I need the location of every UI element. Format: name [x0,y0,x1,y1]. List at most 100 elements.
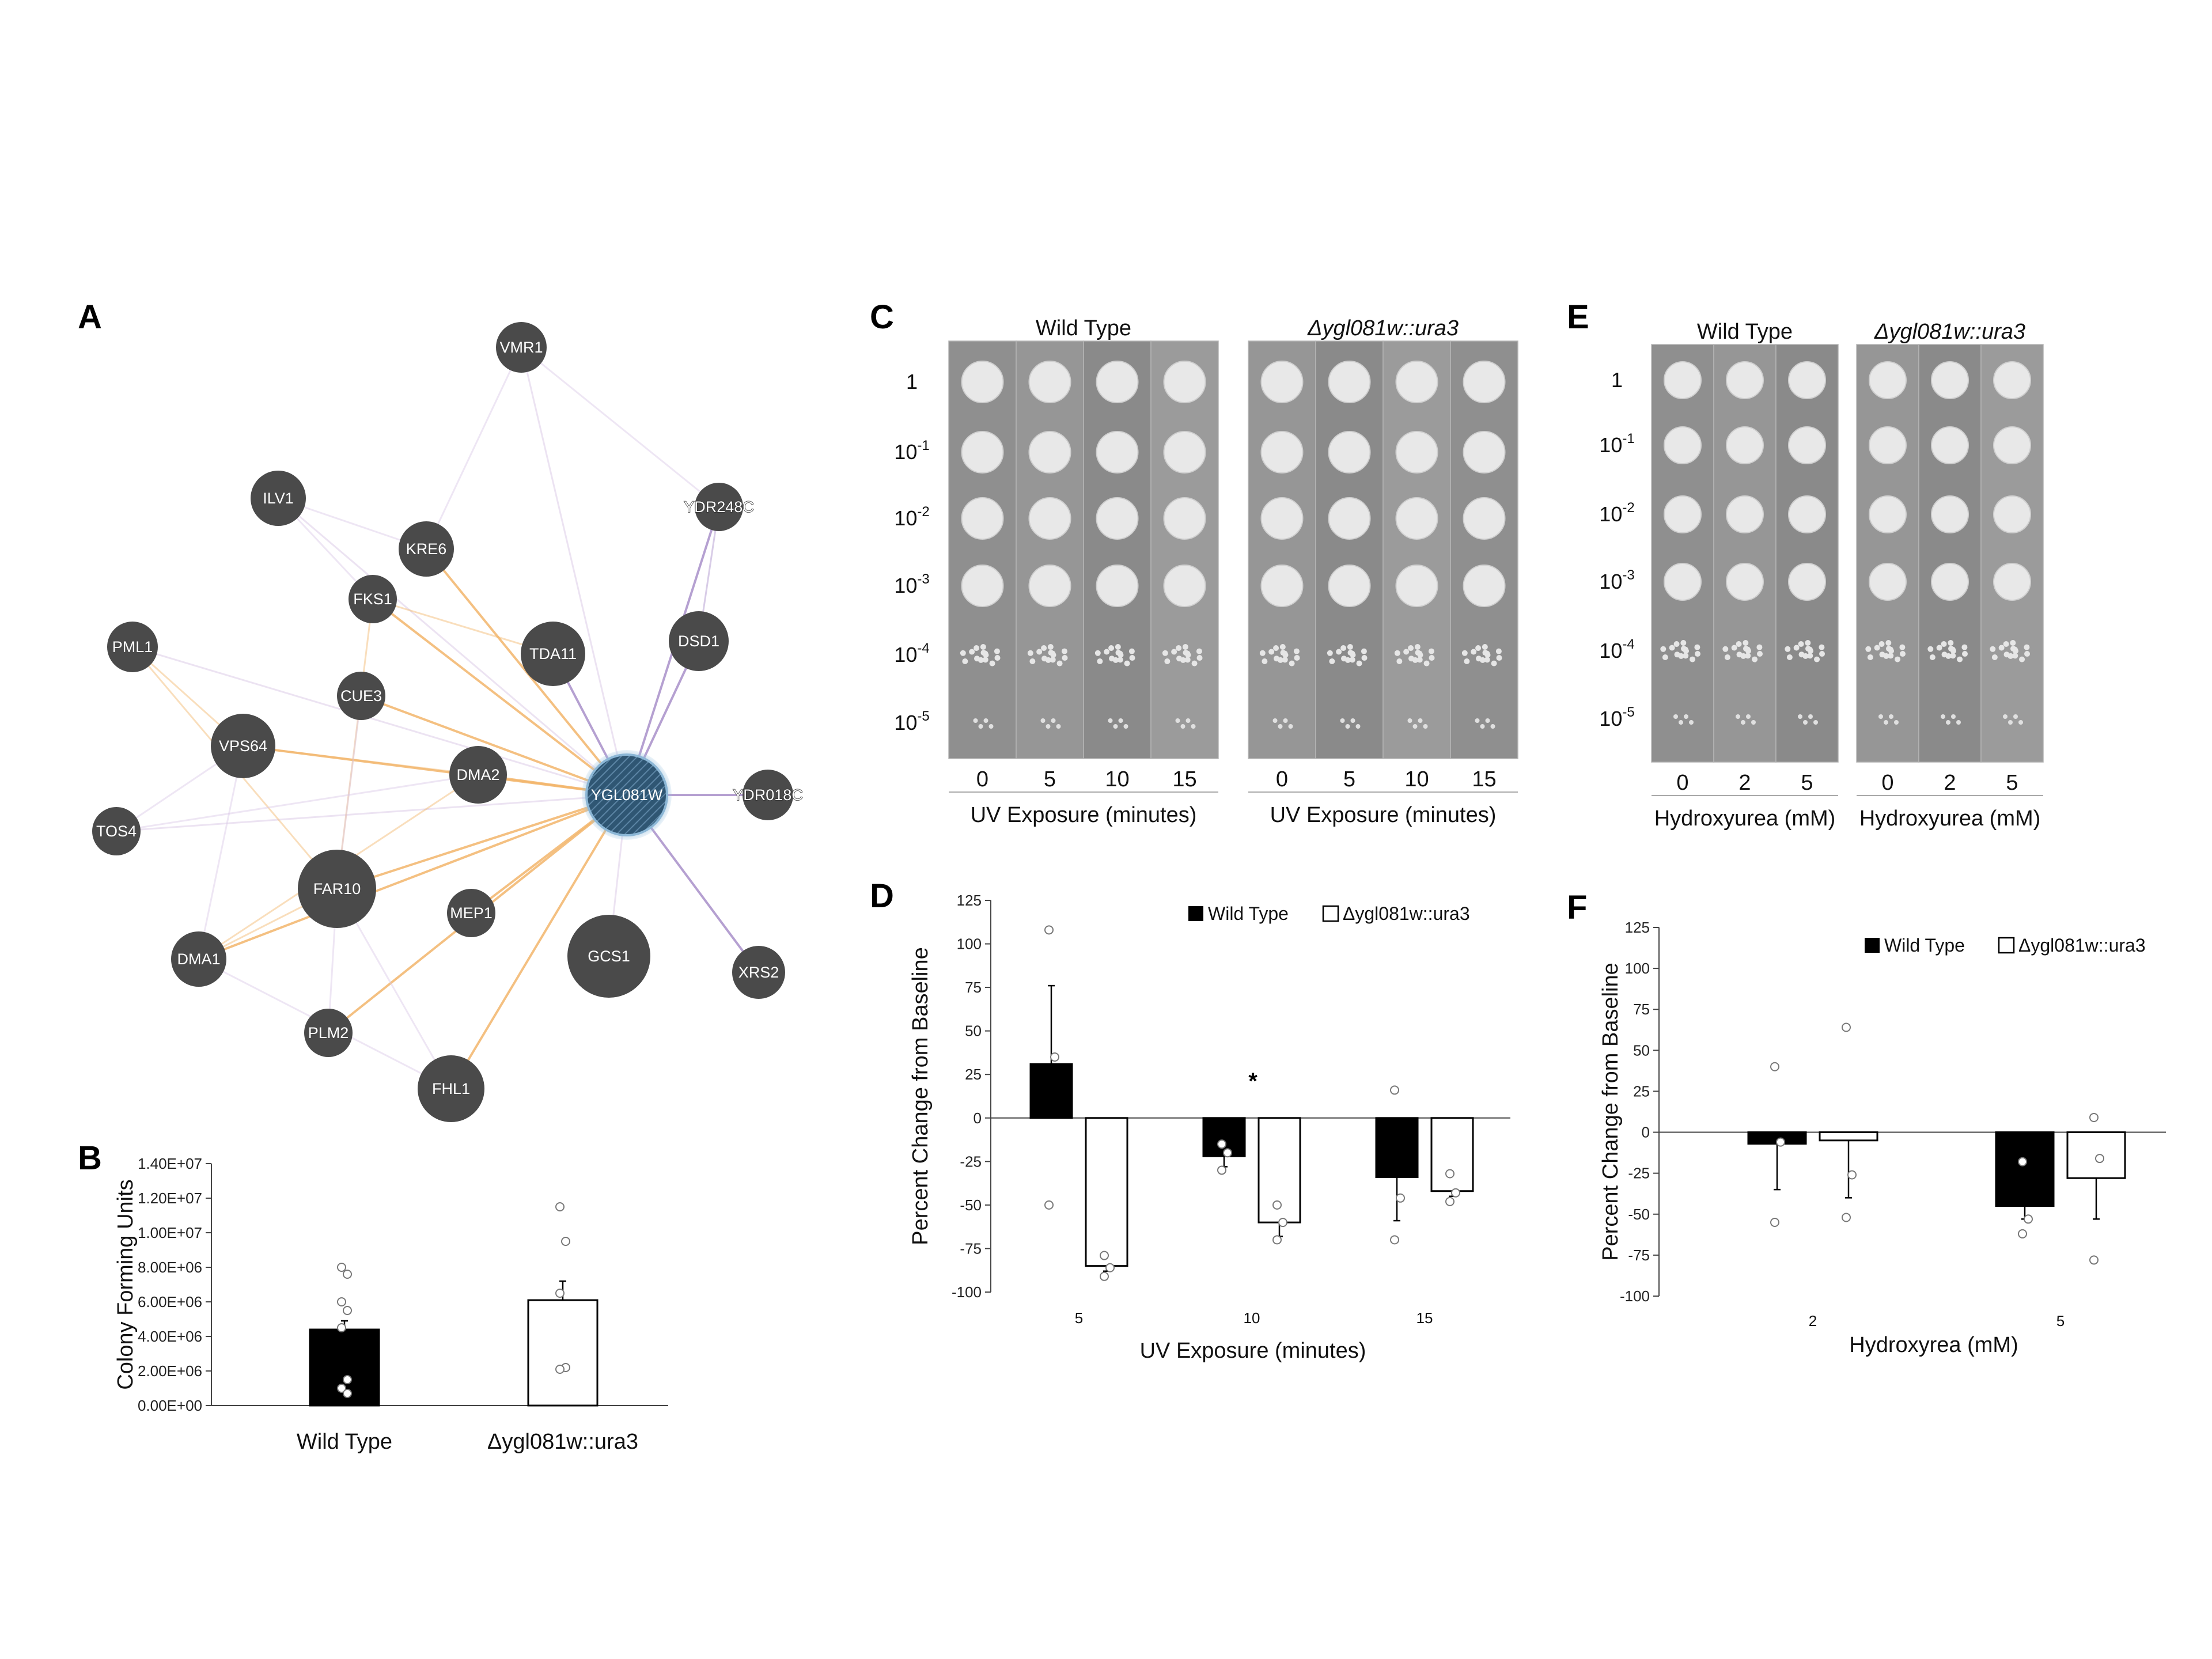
node-circle [567,915,650,998]
colony-spot [1993,563,2031,601]
data-point [2018,1157,2027,1166]
plate-axis-label: UV Exposure (minutes) [971,803,1197,827]
colony-spot [1028,431,1071,474]
data-point [337,1263,346,1272]
colony-dot [1061,648,1067,654]
data-point [1217,1165,1226,1175]
colony-dot [1336,649,1342,655]
colony-dot [1484,657,1490,663]
colony-dot [1752,656,1758,662]
colony-dot [1956,720,1961,725]
node-label: FKS1 [353,590,392,608]
x-axis-title: UV Exposure (minutes) [1140,1339,1366,1363]
plate-lane [948,340,1017,759]
colony-dot [1900,651,1906,657]
colony-dot [1990,646,1996,652]
legend-label: Δygl081w::ura3 [1343,903,1470,924]
colony-dot [1957,656,1963,662]
colony-spot [1328,497,1371,540]
colony-dot [1684,714,1688,719]
plate-lane [1016,340,1084,759]
lane-label: 0 [1276,767,1288,791]
data-point [2089,1112,2099,1122]
node-circle [732,946,785,999]
colony-dot [1683,653,1689,659]
colony-dot [1349,657,1355,663]
colony-dot [1414,644,1421,650]
bar [1819,1131,1878,1142]
data-point [1390,1085,1399,1095]
colony-spot [1788,495,1826,533]
x-axis-title: Hydroxyrea (mM) [1849,1333,2018,1357]
colony-dot [1678,653,1684,659]
data-point [555,1365,565,1374]
colony-dot [1814,656,1820,662]
colony-dot [1396,658,1403,665]
colony-dot [1874,645,1880,651]
lane-label: 5 [1044,767,1056,791]
colony-dot [1115,644,1121,650]
node-circle [695,483,743,531]
dilution-label: 10-1 [1599,431,1634,457]
node-circle [251,471,306,526]
colony-dot [973,718,978,723]
plate-lane [1775,344,1839,763]
data-point [2095,1154,2104,1164]
node-circle [447,889,495,937]
y-tick-label: -100 [1620,1287,1650,1305]
colony-dot [988,724,994,729]
y-tick-label: 1.00E+07 [138,1224,202,1241]
dilution-base: 10 [894,711,917,734]
data-point [1776,1137,1785,1147]
data-point [1445,1196,1455,1206]
colony-dot [1490,724,1495,729]
colony-dot [1428,648,1434,654]
wild-type-title: Wild Type [1036,316,1131,340]
colony-dot [1895,656,1901,662]
colony-dot [1479,657,1486,663]
colony-dot [2013,714,2018,719]
colony-dot [1355,724,1361,729]
dilution-base: 1 [1611,368,1623,392]
node-circle [496,322,547,373]
colony-spot [1096,497,1139,540]
colony-dot [1941,641,1947,647]
node-label: DMA2 [456,766,499,783]
colony-dot [1496,655,1502,661]
colony-dot [1803,720,1808,725]
colony-dot [1694,644,1700,650]
colony-spot [1096,565,1139,607]
colony-dot [1673,641,1680,647]
node-ygl081w: YGL081W [582,750,672,840]
colony-spot [1726,495,1764,533]
node-plm2: PLM2 [304,1009,353,1057]
data-point [2018,1229,2027,1238]
colony-dot [1113,724,1118,729]
node-vps64: VPS64 [211,714,275,778]
colony-dot [1736,714,1740,719]
category-label: Wild Type [297,1430,392,1454]
colony-dot [1128,648,1135,654]
uv-percent-change-chart: 125 100 75 50 25 0 -25 -50 -75 -100 Percent Change… [908,892,1510,1363]
colony-dot [1129,655,1135,661]
dilution-label: 10-3 [1599,567,1634,593]
node-label: KRE6 [406,540,447,558]
edge-vps64-dma2 [243,745,479,776]
node-tda11: TDA11 [521,622,585,686]
colony-spot [1664,426,1702,464]
colony-spot [1395,361,1438,403]
colony-dot [1798,714,1802,719]
legend-swatch-wild-type [1865,938,1880,953]
colony-dot [1740,653,1747,659]
colony-dot [1679,720,1683,725]
colony-spot [1260,497,1304,540]
colony-dot [1894,720,1899,725]
colony-dot [1480,724,1485,729]
colony-dot [2018,720,2023,725]
colony-dot [1027,650,1033,656]
node-dma1: DMA1 [171,931,226,987]
colony-dot [1273,645,1279,652]
colony-dot [1045,657,1051,663]
node-mep1: MEP1 [447,889,495,937]
